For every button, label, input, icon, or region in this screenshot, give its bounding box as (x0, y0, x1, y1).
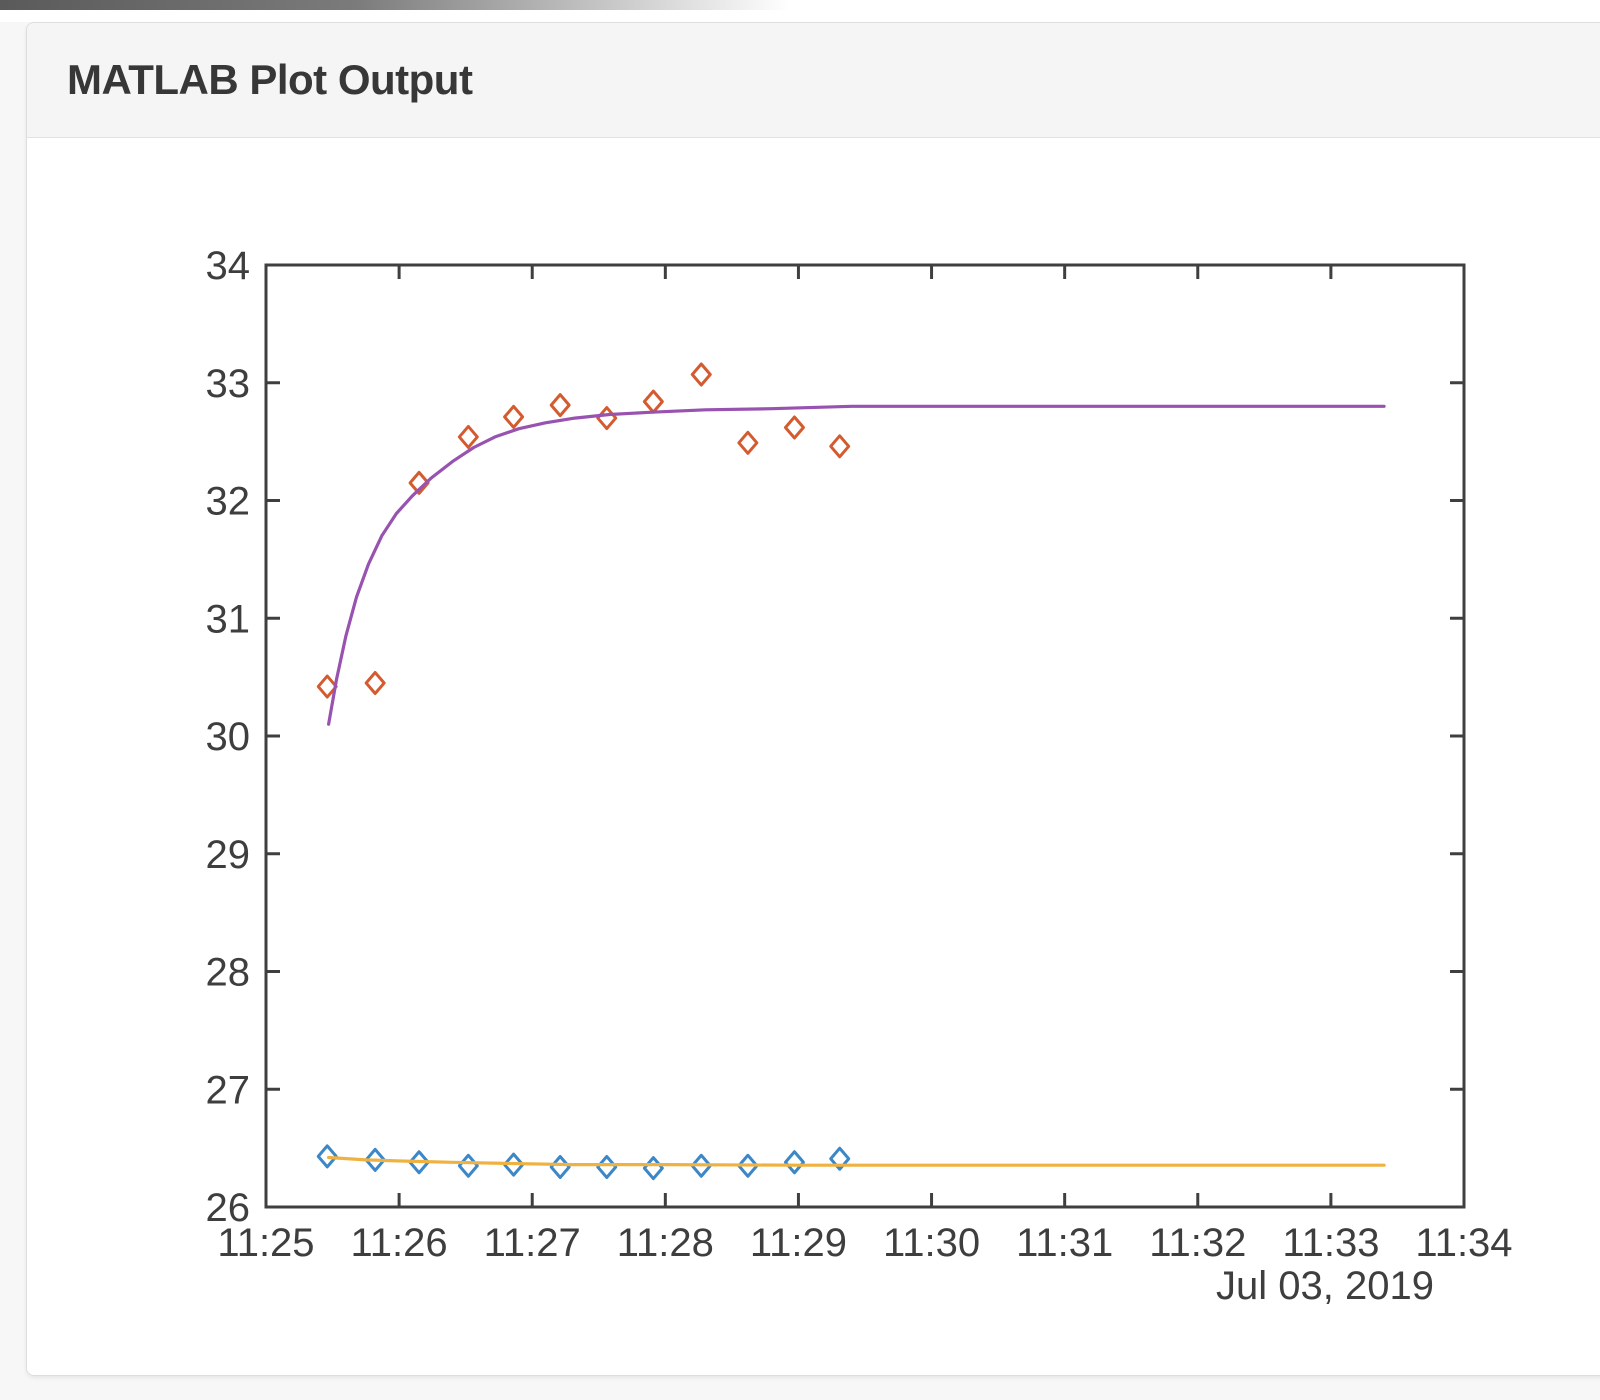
panel-header: MATLAB Plot Output (27, 23, 1600, 138)
panel-body (27, 138, 1600, 1374)
top-edge-artifact (0, 0, 790, 10)
plot-panel: MATLAB Plot Output (26, 22, 1600, 1376)
panel-title: MATLAB Plot Output (67, 56, 473, 103)
